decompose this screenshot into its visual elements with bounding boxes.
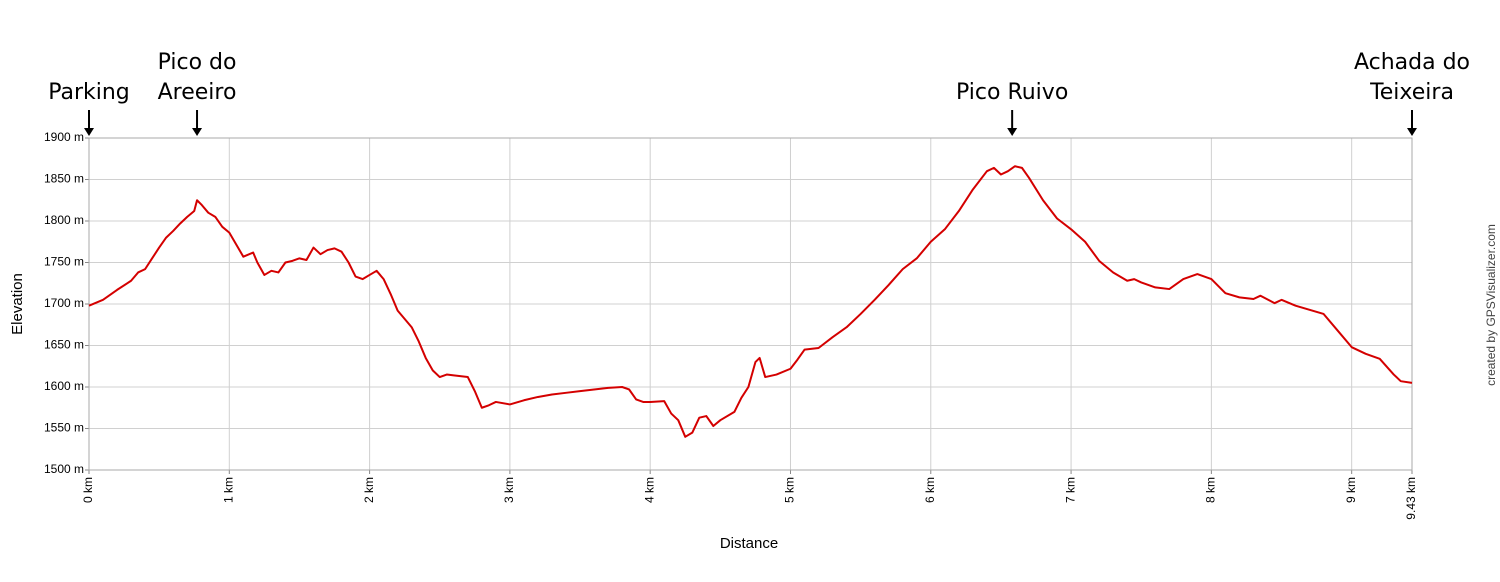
y-tick-label: 1800 m — [44, 213, 84, 227]
x-tick-label: 1 km — [221, 477, 235, 503]
elevation-line — [88, 165, 1413, 438]
y-tick-label: 1700 m — [44, 296, 84, 310]
y-tick-label: 1650 m — [44, 338, 84, 352]
x-tick-label: 6 km — [923, 477, 937, 503]
credit: created by GPSVisualizer.com — [1484, 224, 1498, 386]
annotation-label: Parking — [48, 80, 130, 105]
x-tick-label: 9.43 km — [1404, 477, 1418, 520]
x-tick-label: 7 km — [1063, 477, 1077, 503]
x-tick-label: 4 km — [642, 477, 656, 503]
annotation-arrowhead — [1007, 128, 1018, 136]
y-tick-label: 1850 m — [44, 172, 84, 186]
annotation-label: Pico Ruivo — [956, 80, 1069, 105]
annotation-arrowhead — [84, 128, 94, 136]
annotation-arrowhead — [192, 128, 203, 136]
y-tick-label: 1900 m — [44, 130, 84, 144]
x-tick-label: 8 km — [1204, 477, 1218, 503]
y-tick-label: 1600 m — [44, 379, 84, 393]
annotation-label: Pico do Areeiro — [157, 50, 237, 105]
y-axis-title: Elevation — [9, 273, 26, 335]
x-tick-label: 2 km — [362, 477, 376, 503]
y-tick-label: 1500 m — [44, 462, 84, 476]
x-tick-label: 5 km — [783, 477, 797, 503]
x-axis-title: Distance — [720, 535, 778, 552]
x-tick-label: 9 km — [1344, 477, 1358, 503]
x-tick-label: 0 km — [81, 477, 95, 503]
y-tick-label: 1550 m — [44, 421, 84, 435]
y-tick-label: 1750 m — [44, 255, 84, 269]
x-tick-label: 3 km — [502, 477, 516, 503]
annotation-label: Achada do Teixeira — [1353, 50, 1471, 105]
plot-border — [88, 137, 1413, 471]
annotation-arrowhead — [1407, 128, 1417, 136]
